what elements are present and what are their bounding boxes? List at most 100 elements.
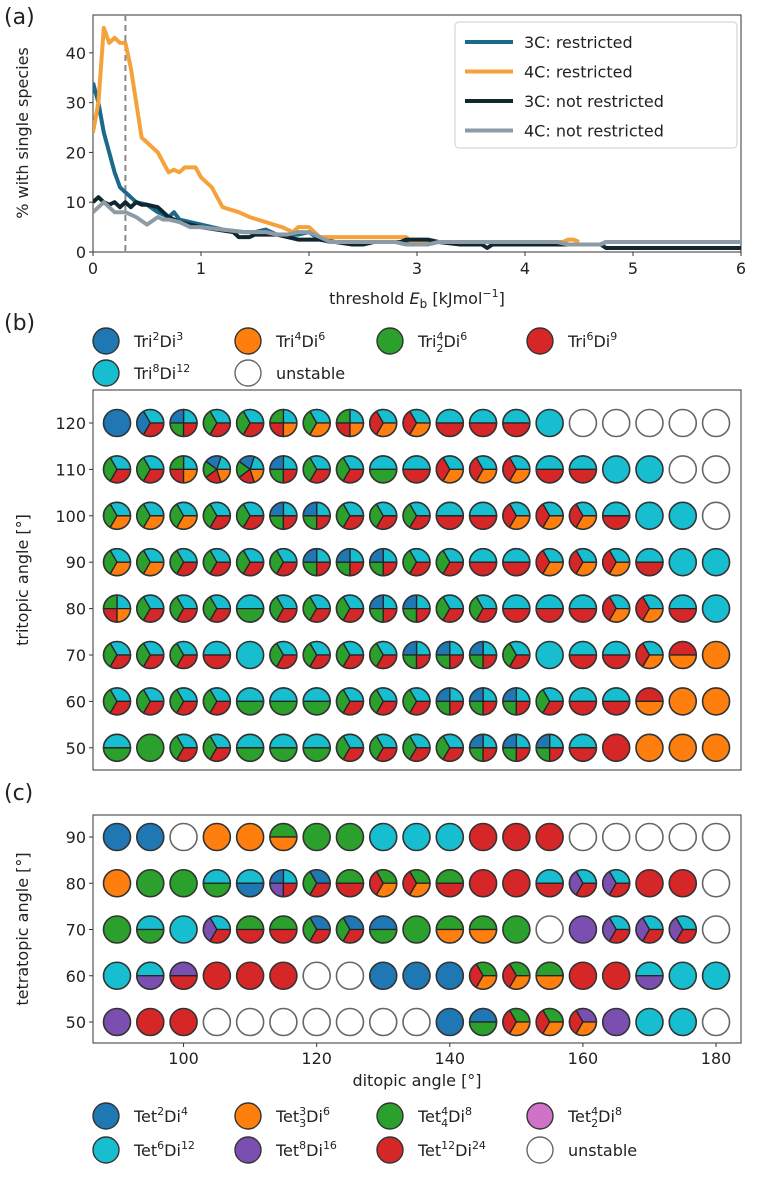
pie-outline — [568, 733, 598, 763]
pie-outline — [202, 455, 232, 484]
legend-label: Tet4 2Di8 — [567, 1105, 622, 1130]
legend-label: Tet8Di16 — [275, 1139, 337, 1160]
pie-marker — [635, 547, 664, 577]
legend-sup: 24 — [472, 1139, 486, 1152]
pie-marker — [701, 455, 731, 484]
legend-label: Tri6Di9 — [567, 330, 617, 351]
pie-marker — [468, 501, 498, 531]
pie-slice — [135, 822, 165, 852]
pie-marker — [235, 961, 265, 991]
pie-marker — [235, 733, 265, 763]
pie-marker — [568, 455, 598, 484]
pie-slice — [202, 961, 232, 991]
pie-slice — [668, 607, 697, 623]
pie-slice — [701, 408, 731, 438]
pie-slice — [701, 547, 731, 577]
pie-slice — [468, 515, 498, 530]
pie-outline — [368, 733, 398, 763]
pie-slice — [435, 515, 464, 530]
pie-slice — [302, 700, 331, 716]
pie-outline — [502, 455, 531, 484]
pie-marker — [568, 501, 598, 531]
legend-sup: 3 — [299, 1105, 306, 1118]
pie-marker — [668, 915, 698, 944]
pie-slice — [701, 640, 731, 670]
pie-outline — [368, 687, 398, 716]
pie-marker — [302, 1007, 331, 1037]
legend-part: Di — [593, 332, 610, 351]
pie-marker — [601, 915, 631, 944]
pie-slice — [302, 747, 331, 762]
pie-outline — [468, 915, 498, 944]
pie-marker — [135, 594, 165, 623]
pie-marker — [368, 640, 398, 670]
pie-slice — [668, 733, 698, 763]
pie-marker — [402, 822, 431, 852]
legend-part: Di — [306, 1107, 323, 1126]
pie-slice — [535, 822, 564, 852]
pie-marker — [202, 822, 232, 852]
pie-outline — [535, 455, 564, 484]
pie-slice — [468, 868, 498, 898]
legend-part: Di — [301, 332, 318, 351]
pie-marker — [202, 594, 232, 623]
pie-outline — [468, 547, 498, 577]
pie-outline — [302, 687, 331, 716]
pie-marker — [701, 915, 731, 944]
pie-marker — [302, 868, 331, 898]
pie-slice — [535, 640, 564, 670]
pie-marker — [435, 455, 465, 484]
pie-marker — [269, 1007, 298, 1037]
pie-slice — [601, 961, 631, 991]
pie-outline — [535, 1007, 564, 1037]
pie-marker — [335, 547, 365, 577]
pie-slice — [235, 733, 265, 749]
pie-slice — [269, 822, 298, 838]
pie-slice — [602, 640, 631, 656]
pie-outline — [235, 868, 265, 898]
x-tick-label: 100 — [168, 1049, 199, 1068]
pie-slice — [668, 654, 697, 670]
pie-slice — [369, 915, 398, 931]
pie-outline — [269, 408, 298, 438]
pie-marker — [269, 594, 298, 623]
pie-marker — [235, 408, 265, 438]
pie-slice — [102, 915, 132, 944]
pie-outline — [102, 640, 132, 670]
legend-sup: 4 — [441, 1105, 448, 1118]
pie-marker — [435, 868, 465, 898]
pie-outline — [535, 547, 564, 577]
pie-marker — [435, 640, 465, 670]
pie-marker — [202, 915, 232, 944]
pie-outline — [468, 733, 498, 763]
pie-marker — [668, 868, 698, 898]
y-tick-label: 70 — [66, 646, 86, 665]
pie-outline — [535, 594, 564, 623]
pie-outline — [402, 501, 431, 531]
pie-marker — [335, 1007, 365, 1037]
pie-slice — [202, 822, 232, 852]
pie-outline — [235, 547, 265, 577]
pie-marker — [335, 640, 365, 670]
x-tick-label-a: 1 — [196, 259, 206, 278]
pie-slice — [701, 594, 731, 623]
pie-slice — [135, 868, 165, 898]
pie-marker — [701, 501, 731, 531]
pie-slice — [235, 594, 265, 610]
legend-sup: 4 — [591, 1105, 598, 1118]
pie-marker — [135, 822, 165, 852]
pie-outline — [169, 640, 198, 670]
pie-marker — [535, 594, 564, 623]
pie-outline — [368, 547, 398, 577]
pie-outline — [269, 501, 298, 531]
pie-outline — [568, 455, 598, 484]
pie-marker — [302, 408, 331, 438]
legend-label: Tet12Di24 — [417, 1139, 486, 1160]
pie-slice — [568, 822, 598, 852]
pie-slice — [568, 408, 598, 438]
pie-marker — [202, 1007, 232, 1037]
pie-marker — [368, 408, 398, 438]
pie-marker — [535, 547, 564, 577]
pie-slice — [235, 822, 265, 852]
pie-outline — [402, 408, 431, 438]
